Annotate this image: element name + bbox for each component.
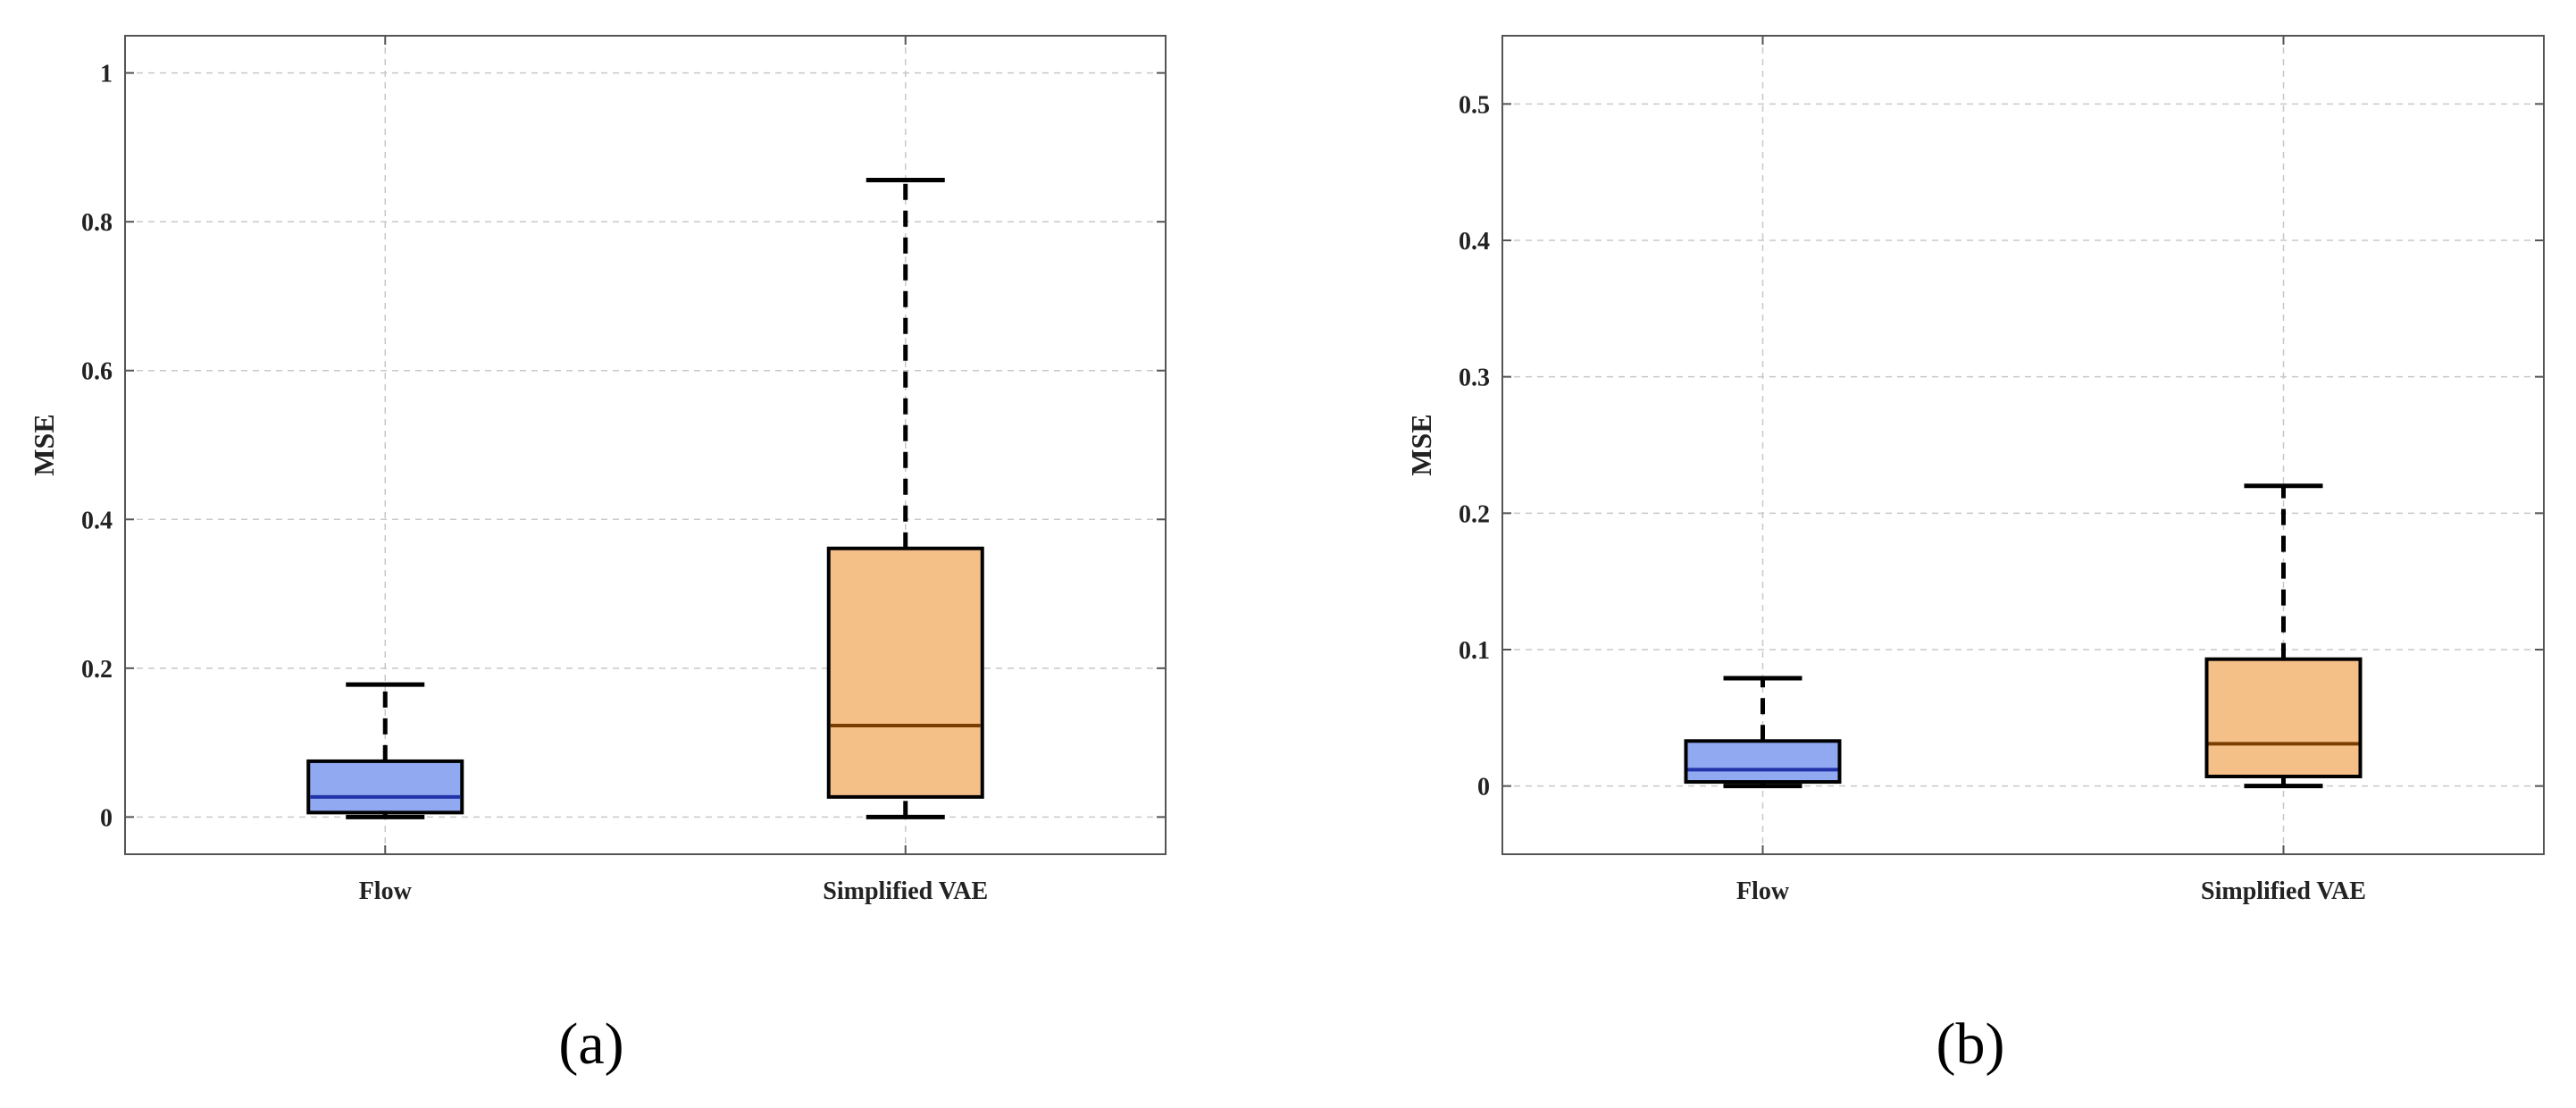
panel-a-x-ticks: Flow Simplified VAE	[359, 36, 988, 905]
panel-b-y-tick-label: 0.3	[1459, 365, 1490, 392]
panel-b-iqr-box	[1684, 739, 1842, 785]
panel-b-label: (b)	[1936, 1011, 2005, 1077]
panel-b-box-flow	[1684, 676, 1842, 789]
panel-b-y-tick-label: 0.4	[1459, 228, 1490, 256]
panel-a: 0 0.2 0.4 0.6 0.8 1 Flow Simplified VAE MSE (a…	[28, 35, 1167, 1077]
panel-a-plot-frame	[124, 35, 1167, 855]
panel-a-y-tick-label: 0.8	[81, 209, 113, 237]
panel-b: 00.10.20.30.40.5 Flow Simplified VAE MSE …	[1405, 35, 2545, 1077]
panel-a-iqr-box	[306, 759, 464, 815]
panel-a-y-tick-label: 0.4	[81, 507, 113, 534]
panel-a-iqr-box	[826, 546, 984, 799]
panel-a-y-ticks: 0 0.2 0.4 0.6 0.8 1	[81, 61, 1166, 832]
panel-a-box-flow	[306, 682, 464, 819]
panel-b-y-tick-label: 0	[1477, 774, 1490, 802]
panel-b-grid	[1502, 36, 2544, 854]
panel-b-boxes	[1684, 483, 2363, 789]
panel-a-label: (a)	[558, 1011, 623, 1077]
panel-b-box-simplified-vae	[2204, 483, 2363, 789]
panel-a-grid	[125, 36, 1166, 854]
panel-b-y-tick-label: 0.5	[1459, 91, 1490, 119]
panel-a-y-tick-label: 0.2	[81, 656, 113, 684]
panel-b-x-tick-label: Simplified VAE	[2201, 877, 2366, 905]
panel-a-x-tick-label: Flow	[359, 877, 413, 905]
panel-a-y-tick-label: 0	[100, 804, 113, 832]
panel-b-x-tick-label: Flow	[1736, 877, 1790, 905]
panel-b-y-ticks: 0 0.1 0.2 0.3 0.4 0.5	[1459, 91, 2544, 802]
panel-a-y-tick-label: 1	[100, 61, 113, 88]
panel-b-y-axis-label: MSE	[1405, 414, 1437, 475]
panel-a-boxes	[306, 178, 984, 819]
panel-a-box-simplified-vae	[826, 178, 984, 819]
panel-a-x-tick-label: Simplified VAE	[823, 877, 988, 905]
panel-b-iqr-box	[2204, 657, 2363, 778]
panel-a-y-tick-label: 0.6	[81, 358, 113, 386]
panel-a-y-axis-label: MSE	[28, 414, 60, 475]
panel-b-y-tick-label: 0.2	[1459, 500, 1490, 528]
panel-b-plot-frame	[1501, 35, 2545, 855]
panel-b-y-tick-label: 0.1	[1459, 637, 1490, 665]
panel-b-x-ticks: Flow Simplified VAE	[1736, 36, 2366, 905]
